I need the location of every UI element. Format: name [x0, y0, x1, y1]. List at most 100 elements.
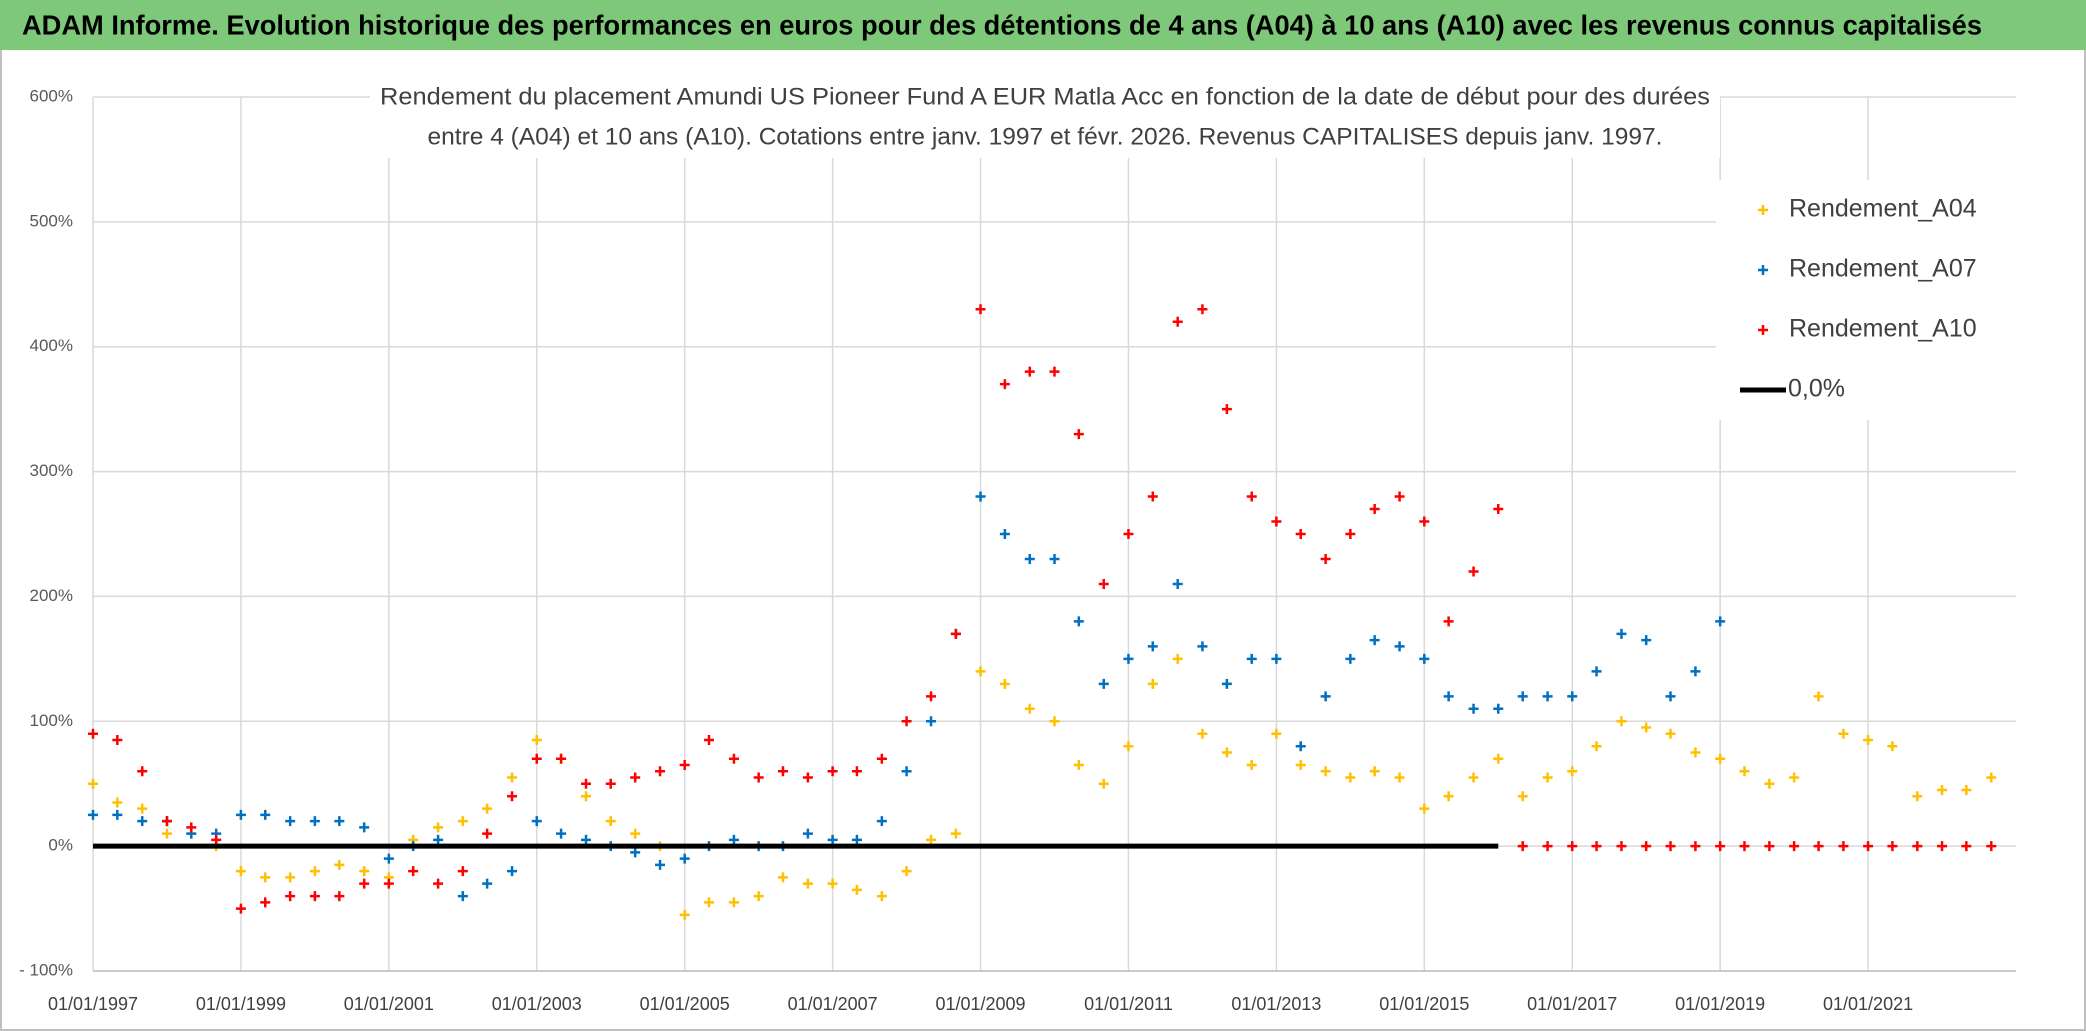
data-point — [482, 803, 493, 814]
data-point — [1394, 772, 1405, 783]
data-point — [1517, 791, 1528, 802]
data-point — [605, 816, 616, 827]
data-point — [1419, 803, 1430, 814]
data-point — [1715, 753, 1726, 764]
data-point — [507, 866, 518, 877]
data-point — [1172, 578, 1183, 589]
data-point — [777, 872, 788, 883]
data-point — [1468, 703, 1479, 714]
data-point — [655, 859, 666, 870]
data-point — [531, 735, 542, 746]
data-point — [334, 891, 345, 902]
data-point — [1887, 841, 1898, 852]
data-point — [926, 834, 937, 845]
data-point — [1295, 741, 1306, 752]
data-point — [1123, 741, 1134, 752]
data-point — [285, 816, 296, 827]
data-point — [457, 816, 468, 827]
data-point — [88, 809, 98, 820]
subtitle-background — [370, 78, 1720, 158]
data-point — [975, 304, 986, 315]
data-point — [1641, 841, 1652, 852]
data-point — [1024, 703, 1035, 714]
data-point — [876, 753, 887, 764]
chart-subtitle: entre 4 (A04) et 10 ans (A10). Cotations… — [428, 123, 1663, 150]
data-point — [1789, 772, 1800, 783]
data-point — [1197, 641, 1208, 652]
data-point — [1690, 841, 1701, 852]
data-point — [876, 891, 887, 902]
data-point — [1221, 404, 1232, 415]
data-point — [1049, 716, 1060, 727]
data-point — [1616, 716, 1627, 727]
data-point — [1591, 741, 1602, 752]
data-point — [1665, 691, 1676, 702]
data-point — [1468, 566, 1479, 577]
data-point — [1961, 784, 1972, 795]
data-point — [827, 766, 838, 777]
data-point — [1049, 366, 1060, 377]
data-point — [1690, 747, 1701, 758]
x-tick-label: 01/01/2021 — [1823, 994, 1913, 1014]
data-point — [235, 809, 246, 820]
data-point — [704, 897, 715, 908]
y-tick-label: 0% — [48, 836, 73, 855]
data-point — [383, 853, 394, 864]
y-tick-label: 200% — [30, 586, 73, 605]
data-point — [1986, 841, 1997, 852]
data-point — [802, 828, 813, 839]
data-point — [1024, 366, 1035, 377]
title-bar — [0, 0, 2086, 50]
data-point — [260, 872, 271, 883]
data-point — [383, 878, 394, 889]
data-point — [1320, 766, 1331, 777]
data-point — [1567, 841, 1578, 852]
data-point — [876, 816, 887, 827]
legend-swatch — [1758, 265, 1768, 275]
data-point — [161, 828, 172, 839]
data-point — [1271, 728, 1282, 739]
data-point — [1246, 491, 1257, 502]
x-tick-label: 01/01/2017 — [1527, 994, 1617, 1014]
data-point — [1147, 491, 1158, 502]
data-point — [777, 766, 788, 777]
data-point — [1764, 778, 1775, 789]
data-point — [1986, 772, 1997, 783]
data-point — [679, 909, 690, 920]
legend-label: Rendement_A04 — [1789, 195, 1977, 223]
data-point — [1863, 735, 1874, 746]
data-point — [1542, 691, 1553, 702]
data-point — [1542, 772, 1553, 783]
x-tick-label: 01/01/2015 — [1379, 994, 1469, 1014]
data-point — [482, 828, 493, 839]
data-point — [359, 822, 370, 833]
data-point — [1739, 841, 1750, 852]
data-point — [334, 859, 345, 870]
data-point — [1271, 516, 1282, 527]
data-point — [161, 816, 172, 827]
data-point — [112, 797, 123, 808]
y-tick-label: 500% — [30, 211, 73, 230]
data-point — [1320, 553, 1331, 564]
data-point — [802, 772, 813, 783]
data-point — [581, 791, 592, 802]
data-point — [1616, 628, 1627, 639]
data-point — [285, 891, 296, 902]
legend-label: Rendement_A10 — [1789, 315, 1977, 343]
data-point — [1419, 653, 1430, 664]
data-point — [1369, 635, 1380, 646]
data-point — [88, 728, 98, 739]
data-point — [999, 678, 1010, 689]
data-point — [1517, 841, 1528, 852]
data-point — [1098, 778, 1109, 789]
data-point — [408, 866, 419, 877]
chart-subtitle: Rendement du placement Amundi US Pioneer… — [380, 83, 1710, 110]
data-point — [137, 766, 148, 777]
data-point — [137, 816, 148, 827]
data-point — [704, 735, 715, 746]
data-point — [728, 753, 739, 764]
data-point — [482, 878, 493, 889]
data-point — [1665, 728, 1676, 739]
data-point — [260, 897, 271, 908]
